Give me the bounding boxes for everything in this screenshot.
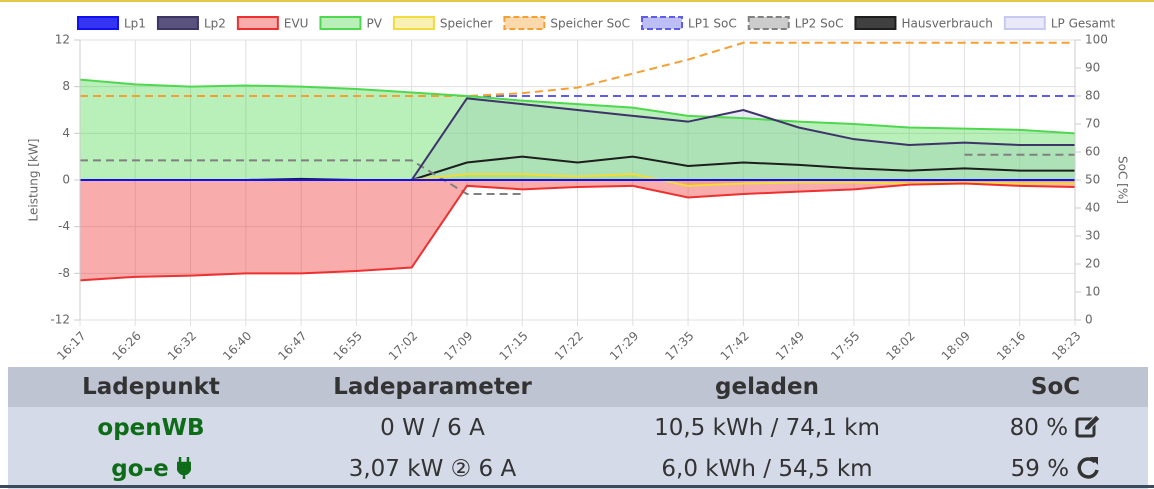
cell: 10,5 kWh / 74,1 km xyxy=(571,407,963,448)
y-tick-label: -4 xyxy=(58,219,70,233)
y-tick-label: -8 xyxy=(58,266,70,280)
soc: 80 % xyxy=(1009,415,1069,441)
y-tick-label: -12 xyxy=(50,313,70,327)
y2-tick-label: 80 xyxy=(1085,89,1100,103)
legend-label: LP1 SoC xyxy=(688,17,737,31)
area xyxy=(80,180,1075,281)
header-row: Ladepunkt Ladeparameter geladen SoC xyxy=(8,367,1148,407)
charge-table: Ladepunkt Ladeparameter geladen SoC open… xyxy=(8,367,1148,489)
x-tick-label: 17:49 xyxy=(773,329,807,360)
x-tick-label: 17:29 xyxy=(607,329,641,360)
legend-label: Hausverbrauch xyxy=(901,17,992,31)
y2-axis-label: SoC [%] xyxy=(1116,156,1130,204)
legend-label: Lp2 xyxy=(204,17,226,31)
y-tick-label: 12 xyxy=(55,33,70,47)
y-tick-label: 8 xyxy=(62,79,70,93)
y2-tick-label: 20 xyxy=(1085,257,1100,271)
x-tick-label: 16:47 xyxy=(275,329,309,360)
legend-swatch xyxy=(641,16,684,30)
charger-name[interactable]: openWB xyxy=(97,414,205,441)
x-tick-label: 18:16 xyxy=(994,329,1028,360)
charger-name[interactable]: go-e xyxy=(111,455,169,482)
area xyxy=(80,98,1075,180)
top-border xyxy=(0,0,1154,2)
x-tick-label: 16:32 xyxy=(165,329,199,360)
legend-swatch xyxy=(156,16,199,30)
y2-tick-label: 90 xyxy=(1085,61,1100,75)
x-tick-label: 18:09 xyxy=(939,329,973,360)
row: go-e 3,07 kW ② 6 A 6,0 kWh / 54,5 km 59 … xyxy=(8,448,1148,489)
line xyxy=(80,153,1075,195)
line xyxy=(79,182,1076,282)
y2-tick-label: 40 xyxy=(1085,201,1100,215)
y-axis-label: Leistung [kW] xyxy=(27,139,41,222)
row: openWB 0 W / 6 A 10,5 kWh / 74,1 km 80 % xyxy=(8,407,1148,448)
x-tick-label: 18:23 xyxy=(1049,329,1083,360)
legend-swatch xyxy=(319,16,362,30)
y2-tick-label: 50 xyxy=(1085,173,1100,187)
legend-swatch xyxy=(392,16,435,30)
y2-tick-label: 70 xyxy=(1085,117,1100,131)
cell: go-e xyxy=(8,448,294,489)
cell: 3,07 kW ② 6 A xyxy=(294,448,571,489)
plug-icon xyxy=(176,456,191,479)
x-tick-label: 17:09 xyxy=(441,329,475,360)
bottom-border xyxy=(0,485,1154,488)
area xyxy=(80,79,1075,180)
x-tick-label: 17:22 xyxy=(552,329,586,360)
legend-swatch xyxy=(77,16,119,30)
y2-tick-label: 60 xyxy=(1085,145,1100,159)
x-tick-label: 17:55 xyxy=(828,329,862,360)
x-tick-label: 18:02 xyxy=(883,329,917,360)
reload-icon[interactable] xyxy=(1076,455,1100,479)
legend-label: Lp1 xyxy=(124,17,146,31)
header-cell: Ladepunkt xyxy=(8,367,294,407)
legend-swatch xyxy=(236,16,279,30)
x-tick-label: 16:26 xyxy=(110,329,144,360)
y2-tick-label: 100 xyxy=(1085,33,1108,47)
soc: 59 % xyxy=(1010,456,1070,482)
x-tick-label: 17:02 xyxy=(386,329,420,360)
y-tick-label: 4 xyxy=(62,126,70,140)
header-cell: geladen xyxy=(571,367,963,407)
y-tick-label: 0 xyxy=(62,173,70,187)
legend-label: Speicher xyxy=(440,17,493,31)
cell: 59 % xyxy=(963,448,1148,489)
cell: 6,0 kWh / 54,5 km xyxy=(571,448,963,489)
header-cell: SoC xyxy=(963,367,1148,407)
cell: openWB xyxy=(8,407,294,448)
legend-label: PV xyxy=(366,17,382,31)
x-tick-label: 17:15 xyxy=(496,329,530,360)
cell: 0 W / 6 A xyxy=(294,407,571,448)
legend-swatch xyxy=(503,16,546,30)
legend-label: EVU xyxy=(284,17,309,31)
chart: -12 -8 -4 0 4 8 12 0 10 20 30 40 50 60 70 80 90 100 16:17 1… xyxy=(27,16,1130,360)
x-tick-label: 16:17 xyxy=(54,329,88,360)
legend-swatch xyxy=(747,16,790,30)
header-cell: Ladeparameter xyxy=(294,367,571,407)
legend-label: LP Gesamt xyxy=(1051,17,1116,31)
cell: 80 % xyxy=(963,407,1148,448)
legend-swatch xyxy=(854,16,897,30)
line xyxy=(80,41,1075,97)
legend-label: LP2 SoC xyxy=(795,17,844,31)
x-tick-label: 16:55 xyxy=(331,329,365,360)
y2-tick-label: 10 xyxy=(1085,285,1100,299)
legend-label: Speicher SoC xyxy=(550,17,630,31)
y2-tick-label: 0 xyxy=(1085,313,1093,327)
x-tick-label: 17:42 xyxy=(718,329,752,360)
y2-tick-label: 30 xyxy=(1085,229,1100,243)
legend-swatch xyxy=(1003,16,1046,30)
edit-icon[interactable] xyxy=(1075,414,1102,438)
line xyxy=(79,78,1076,135)
x-tick-label: 16:40 xyxy=(220,329,254,360)
x-tick-label: 17:35 xyxy=(662,329,696,360)
